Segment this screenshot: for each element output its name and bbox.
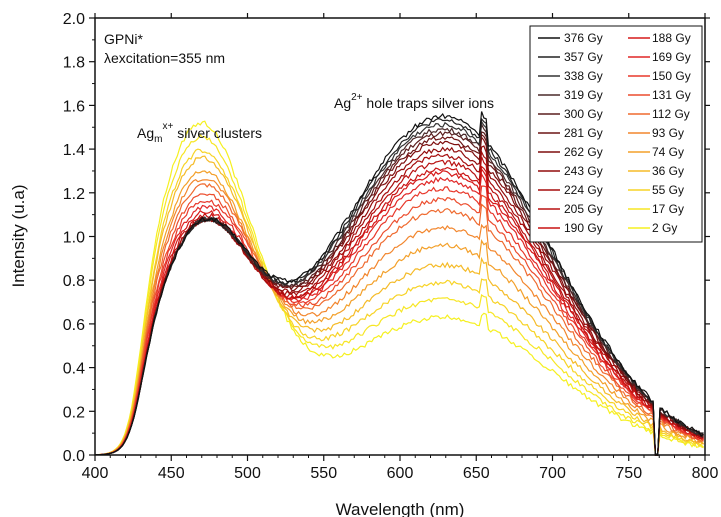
- legend-label: 190 Gy: [564, 221, 603, 235]
- excitation-label: λexcitation=355 nm: [104, 50, 225, 66]
- x-tick-label: 550: [310, 465, 337, 482]
- silver-clusters-base: Ag: [137, 125, 154, 141]
- y-tick-label: 0.0: [63, 448, 85, 465]
- legend-label: 188 Gy: [652, 31, 691, 45]
- x-tick-label: 750: [615, 465, 642, 482]
- series-line-150-gy: [95, 185, 704, 456]
- legend-label: 281 Gy: [564, 126, 603, 140]
- legend-label: 300 Gy: [564, 107, 603, 121]
- series-lines: [94, 111, 705, 457]
- y-tick-label: 1.8: [63, 55, 85, 72]
- series-line-74-gy: [94, 170, 704, 456]
- legend-label: 112 Gy: [652, 107, 690, 121]
- legend-label: 36 Gy: [652, 164, 684, 178]
- silver-clusters-sup: x+: [162, 121, 173, 132]
- series-line-131-gy: [95, 193, 704, 456]
- legend-label: 17 Gy: [652, 202, 684, 216]
- y-axis-title: Intensity (u.a): [9, 185, 28, 288]
- x-tick-label: 450: [158, 465, 185, 482]
- x-axis-title: Wavelength (nm): [336, 500, 465, 517]
- series-line-17-gy: [94, 134, 704, 456]
- series-line-36-gy: [94, 155, 704, 456]
- legend-label: 169 Gy: [652, 50, 691, 64]
- axis-ticks: 400 450 500 550 600 650 700 750 800 0.0 0.2 0.4 0.6 0…: [63, 11, 719, 482]
- legend-label: 376 Gy: [564, 31, 603, 45]
- series-line-190-gy: [94, 165, 704, 456]
- y-tick-label: 1.0: [63, 230, 85, 247]
- annotations: GPNi* λexcitation=355 nm Agmx+ silver cl…: [104, 31, 494, 145]
- legend-label: 243 Gy: [564, 164, 603, 178]
- legend-label: 319 Gy: [564, 88, 603, 102]
- legend-label: 338 Gy: [564, 69, 603, 83]
- legend: 376 Gy 357 Gy 338 Gy 319 Gy 300 Gy 281 Gy 262 …: [529, 25, 703, 243]
- x-tick-label: 600: [387, 465, 414, 482]
- x-tick-label: 700: [539, 465, 566, 482]
- hole-traps-text: hole traps silver ions: [363, 95, 495, 111]
- y-tick-label: 1.6: [63, 98, 85, 115]
- sample-label: GPNi*: [104, 31, 143, 47]
- legend-label: 357 Gy: [564, 50, 603, 64]
- legend-label: 262 Gy: [564, 145, 603, 159]
- y-tick-label: 0.2: [63, 404, 85, 421]
- series-line-55-gy: [94, 148, 704, 456]
- hole-traps-annotation: Ag2+ hole traps silver ions: [334, 92, 494, 111]
- legend-label: 205 Gy: [564, 202, 603, 216]
- legend-label: 93 Gy: [652, 126, 684, 140]
- y-tick-label: 0.6: [63, 317, 85, 334]
- series-line-93-gy: [94, 178, 704, 456]
- legend-label: 131 Gy: [652, 88, 691, 102]
- silver-clusters-annotation: Agmx+ silver clusters: [137, 121, 262, 145]
- legend-box: [529, 25, 703, 243]
- series-line-376-gy: [94, 111, 704, 457]
- x-tick-label: 650: [463, 465, 490, 482]
- legend-label: 224 Gy: [564, 183, 603, 197]
- legend-label: 74 Gy: [652, 145, 684, 159]
- series-line-338-gy: [94, 119, 704, 456]
- x-tick-label: 500: [234, 465, 261, 482]
- y-tick-label: 0.4: [63, 361, 85, 378]
- legend-label: 2 Gy: [652, 221, 677, 235]
- x-tick-label: 800: [692, 465, 719, 482]
- series-line-2-gy: [94, 120, 704, 456]
- silver-clusters-text: silver clusters: [173, 125, 262, 141]
- hole-traps-sup: 2+: [351, 92, 363, 103]
- hole-traps-base: Ag: [334, 95, 351, 111]
- y-tick-label: 1.2: [63, 186, 85, 203]
- x-tick-label: 400: [82, 465, 109, 482]
- legend-label: 150 Gy: [652, 69, 691, 83]
- y-tick-label: 2.0: [63, 11, 85, 28]
- y-tick-label: 0.8: [63, 273, 85, 290]
- series-line-112-gy: [94, 183, 704, 456]
- y-tick-label: 1.4: [63, 142, 85, 159]
- silver-clusters-sub: m: [154, 134, 162, 145]
- series-line-169-gy: [95, 172, 704, 456]
- legend-label: 55 Gy: [652, 183, 684, 197]
